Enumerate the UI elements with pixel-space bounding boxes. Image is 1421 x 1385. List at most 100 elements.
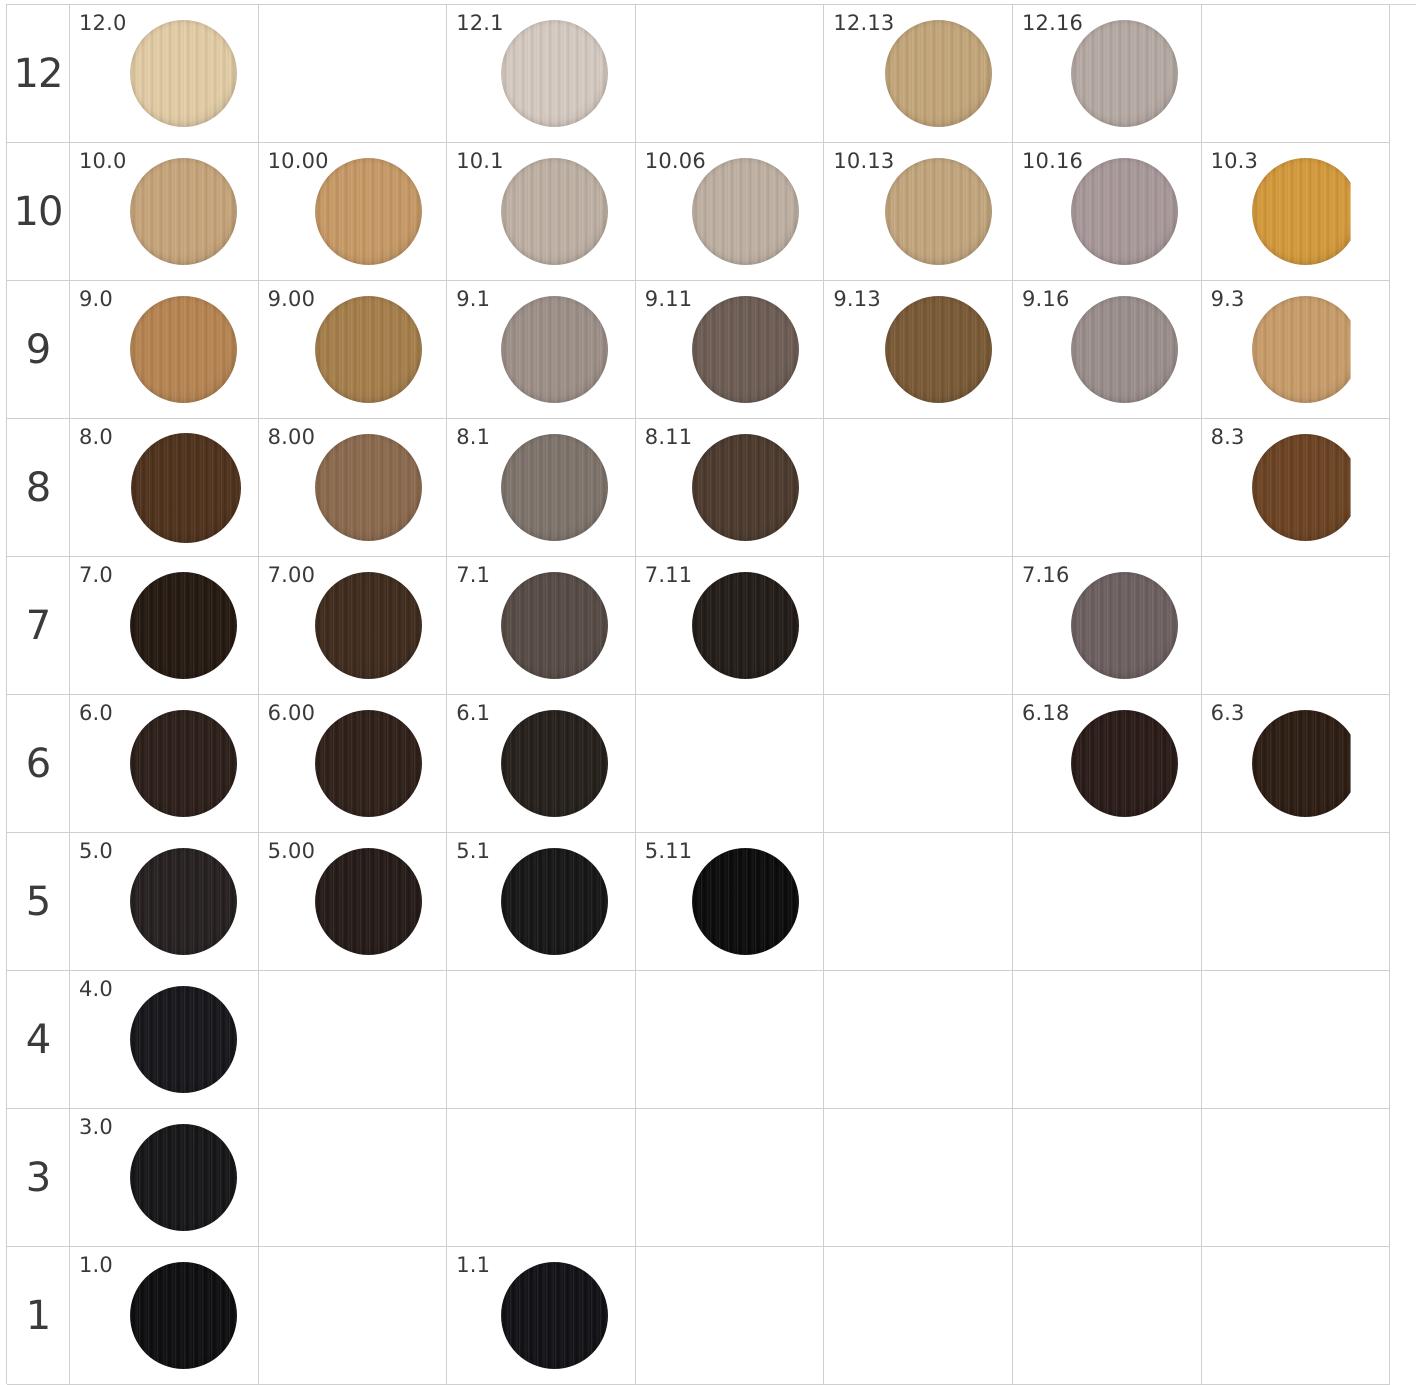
color-swatch xyxy=(130,572,237,679)
color-swatch xyxy=(1070,158,1178,265)
shade-code: 10.0 xyxy=(79,149,127,173)
level-row: 12 12.0 12.1 12.13 12.16 xyxy=(7,5,1391,143)
empty-cell xyxy=(1201,5,1391,143)
empty-cell xyxy=(1201,1247,1391,1385)
shade-cell[interactable]: 9.0 xyxy=(70,281,259,419)
shade-cell[interactable]: 12.16 xyxy=(1012,5,1202,143)
shade-cell[interactable]: 12.13 xyxy=(824,5,1013,143)
shade-cell[interactable]: 5.1 xyxy=(447,833,636,971)
color-swatch xyxy=(1251,710,1351,817)
level-row: 6 6.0 6.00 6.1 6.18 6.3 xyxy=(7,695,1391,833)
color-swatch xyxy=(501,158,609,265)
level-row: 4 4.0 xyxy=(7,971,1391,1109)
shade-code: 7.16 xyxy=(1021,563,1070,587)
shade-code: 10.3 xyxy=(1210,149,1259,173)
empty-cell xyxy=(1012,833,1202,971)
shade-cell[interactable]: 8.3 xyxy=(1201,419,1391,557)
color-swatch xyxy=(1070,572,1178,679)
shade-cell[interactable]: 6.3 xyxy=(1201,695,1391,833)
shade-cell[interactable]: 5.11 xyxy=(635,833,825,971)
level-label: 7 xyxy=(7,557,70,695)
shade-cell[interactable]: 6.0 xyxy=(70,695,259,833)
shade-cell[interactable]: 10.0 xyxy=(70,143,259,281)
shade-code: 1.1 xyxy=(456,1253,491,1277)
shade-code: 5.11 xyxy=(644,839,693,863)
empty-cell xyxy=(824,833,1013,971)
shade-cell[interactable]: 9.13 xyxy=(824,281,1013,419)
level-label: 3 xyxy=(7,1109,70,1247)
shade-code: 5.1 xyxy=(456,839,491,863)
shade-cell[interactable]: 6.1 xyxy=(447,695,636,833)
color-swatch xyxy=(1251,296,1351,403)
empty-cell xyxy=(824,971,1013,1109)
empty-cell xyxy=(635,1109,825,1247)
shade-cell[interactable]: 3.0 xyxy=(70,1109,259,1247)
shade-cell[interactable]: 12.0 xyxy=(70,5,259,143)
shade-code: 6.18 xyxy=(1021,701,1070,725)
color-swatch xyxy=(314,158,422,265)
empty-cell xyxy=(1012,1247,1202,1385)
shade-cell[interactable]: 1.1 xyxy=(447,1247,636,1385)
shade-cell[interactable]: 7.11 xyxy=(635,557,825,695)
shade-cell[interactable]: 7.1 xyxy=(447,557,636,695)
level-row: 10 10.0 10.00 10.1 10.06 10.13 10.16 10.3 xyxy=(7,143,1391,281)
color-swatch xyxy=(691,296,799,403)
level-label: 12 xyxy=(7,5,70,143)
empty-cell xyxy=(824,419,1013,557)
empty-cell xyxy=(1201,833,1391,971)
shade-code: 8.00 xyxy=(267,425,316,449)
shade-cell[interactable]: 9.16 xyxy=(1012,281,1202,419)
level-label: 10 xyxy=(7,143,70,281)
color-swatch xyxy=(314,296,422,403)
shade-cell[interactable]: 9.00 xyxy=(258,281,448,419)
color-swatch xyxy=(501,434,609,541)
level-row: 9 9.0 9.00 9.1 9.11 9.13 9.16 9.3 xyxy=(7,281,1391,419)
shade-code: 10.00 xyxy=(267,149,329,173)
shade-cell[interactable]: 8.00 xyxy=(258,419,448,557)
shade-cell[interactable]: 10.13 xyxy=(824,143,1013,281)
shade-cell[interactable]: 7.00 xyxy=(258,557,448,695)
color-swatch xyxy=(501,710,609,817)
color-swatch xyxy=(501,1262,609,1369)
shade-code: 12.1 xyxy=(456,11,504,35)
shade-cell[interactable]: 8.0 xyxy=(70,419,259,557)
shade-code: 5.00 xyxy=(267,839,316,863)
shade-cell[interactable]: 9.11 xyxy=(635,281,825,419)
shade-cell[interactable]: 8.1 xyxy=(447,419,636,557)
shade-code: 10.13 xyxy=(833,149,895,173)
empty-cell xyxy=(447,971,636,1109)
shade-cell[interactable]: 6.00 xyxy=(258,695,448,833)
shade-code: 6.3 xyxy=(1210,701,1245,725)
shade-cell[interactable]: 7.0 xyxy=(70,557,259,695)
empty-cell xyxy=(1201,557,1391,695)
shade-code: 4.0 xyxy=(79,977,113,1001)
shade-code: 6.00 xyxy=(267,701,316,725)
shade-code: 10.16 xyxy=(1021,149,1084,173)
shade-cell[interactable]: 12.1 xyxy=(447,5,636,143)
shade-cell[interactable]: 10.1 xyxy=(447,143,636,281)
shade-cell[interactable]: 10.06 xyxy=(635,143,825,281)
empty-cell xyxy=(635,971,825,1109)
shade-code: 8.1 xyxy=(456,425,491,449)
shade-code: 7.1 xyxy=(456,563,491,587)
shade-cell[interactable]: 10.16 xyxy=(1012,143,1202,281)
color-swatch xyxy=(501,848,609,955)
shade-cell[interactable]: 7.16 xyxy=(1012,557,1202,695)
shade-cell[interactable]: 10.00 xyxy=(258,143,448,281)
shade-cell[interactable]: 8.11 xyxy=(635,419,825,557)
shade-cell[interactable]: 6.18 xyxy=(1012,695,1202,833)
shade-cell[interactable]: 5.00 xyxy=(258,833,448,971)
shade-code: 7.00 xyxy=(267,563,316,587)
color-swatch xyxy=(501,20,609,127)
shade-code: 12.0 xyxy=(79,11,127,35)
shade-cell[interactable]: 9.1 xyxy=(447,281,636,419)
shade-code: 9.11 xyxy=(644,287,693,311)
shade-code: 8.11 xyxy=(644,425,693,449)
shade-cell[interactable]: 5.0 xyxy=(70,833,259,971)
color-swatch xyxy=(885,296,993,403)
shade-cell[interactable]: 10.3 xyxy=(1201,143,1391,281)
color-swatch xyxy=(1070,710,1178,817)
shade-cell[interactable]: 1.0 xyxy=(70,1247,259,1385)
shade-cell[interactable]: 4.0 xyxy=(70,971,259,1109)
shade-cell[interactable]: 9.3 xyxy=(1201,281,1391,419)
